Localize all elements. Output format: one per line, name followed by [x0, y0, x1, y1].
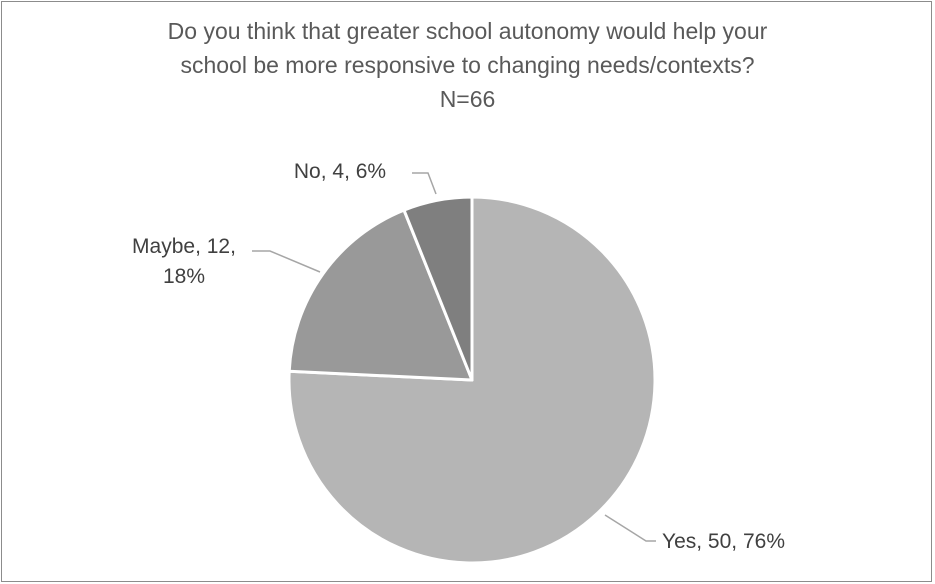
pie-slice-maybe [287, 208, 474, 382]
data-label-maybe: Maybe, 12, 18% [132, 235, 236, 288]
leader-line-no [412, 172, 437, 195]
chart-title: Do you think that greater school autonom… [0, 14, 935, 116]
chart-title-line-1: Do you think that greater school autonom… [167, 18, 768, 44]
pie-slice-no [402, 195, 474, 382]
data-label-no: No, 4, 6% [294, 160, 386, 183]
pie-slice-yes [287, 195, 657, 565]
leader-line-yes [604, 514, 656, 542]
leader-line-maybe [252, 250, 321, 273]
chart-title-line-3: N=66 [439, 86, 496, 112]
data-label-yes: Yes, 50, 76% [662, 530, 785, 553]
chart-title-line-2: school be more responsive to changing ne… [180, 52, 755, 78]
